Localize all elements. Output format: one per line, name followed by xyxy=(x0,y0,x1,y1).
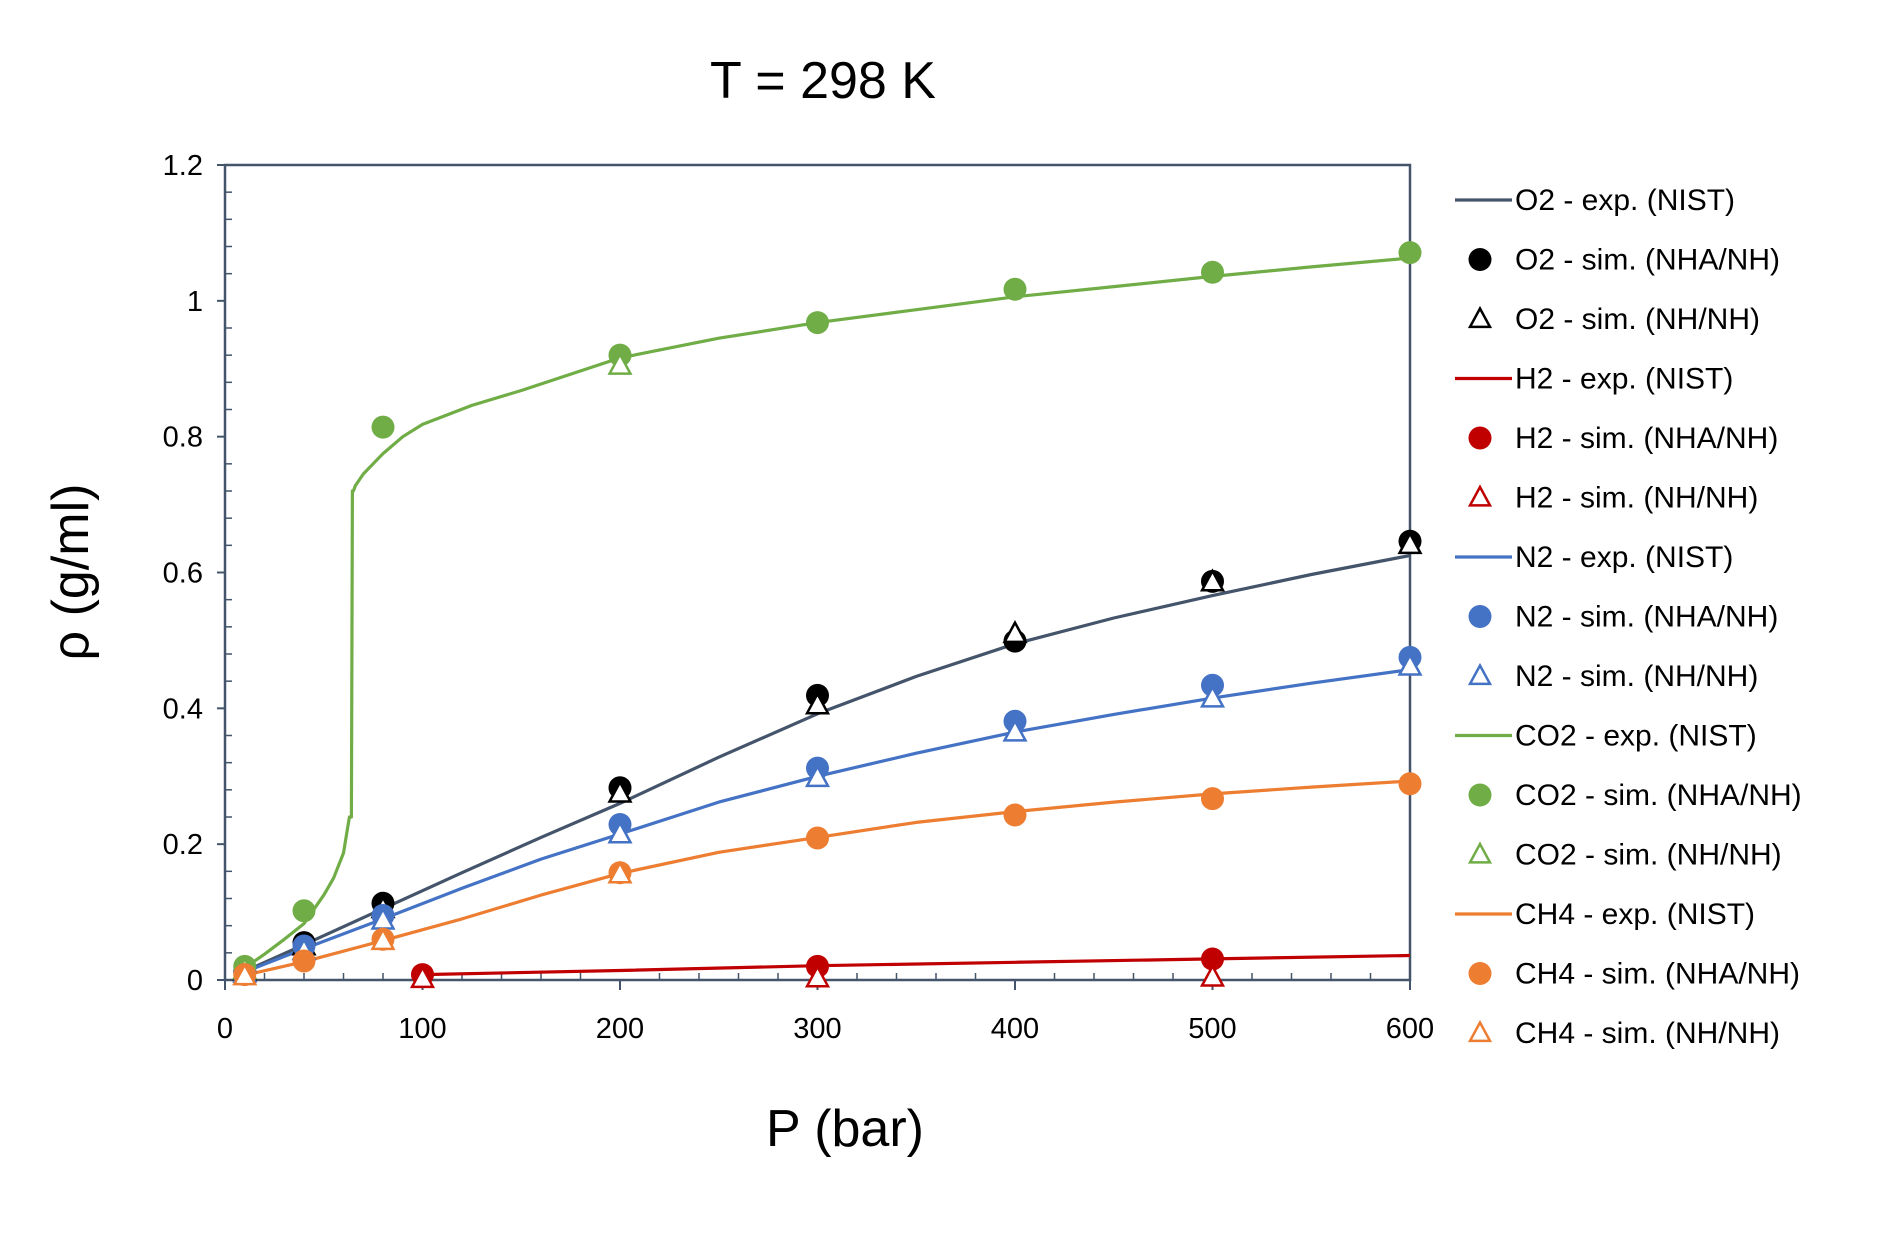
data-point-co2-nha xyxy=(1201,260,1224,284)
data-point-o2-nh xyxy=(1397,531,1423,555)
legend-swatch-circle xyxy=(1468,783,1492,807)
data-point-n2-nh xyxy=(607,820,633,844)
series-line-h2 xyxy=(422,953,1411,977)
data-point-co2-nha xyxy=(292,899,316,923)
legend-label: H2 - sim. (NHA/NH) xyxy=(1515,422,1778,455)
legend-label: CH4 - sim. (NH/NH) xyxy=(1515,1017,1780,1050)
chart-title: T = 298 K xyxy=(710,52,936,110)
data-point-ch4-nha xyxy=(1398,772,1422,796)
data-point-ch4-nh xyxy=(607,860,633,884)
x-tick-label: 300 xyxy=(793,1013,841,1045)
data-point-ch4-nha xyxy=(1201,787,1224,811)
data-point-co2-nha xyxy=(371,415,395,439)
legend-label: CO2 - exp. (NIST) xyxy=(1515,720,1757,753)
data-point-co2-nha xyxy=(806,311,829,335)
x-tick-label: 600 xyxy=(1386,1013,1434,1045)
y-tick-label: 0.6 xyxy=(163,558,203,590)
y-axis-title: ρ (g/ml) xyxy=(42,484,100,661)
legend-label: N2 - sim. (NH/NH) xyxy=(1515,660,1758,693)
legend-swatch-triangle xyxy=(1467,484,1493,507)
data-point-h2-nh xyxy=(409,965,436,989)
legend: O2 - exp. (NIST) O2 - sim. (NHA/NH) O2 - s… xyxy=(1455,184,1802,1050)
data-point-n2-nh xyxy=(1397,652,1423,676)
series-layer xyxy=(232,241,1423,989)
data-point-o2-nh xyxy=(1002,620,1028,644)
data-point-ch4-nh xyxy=(232,962,258,986)
legend-swatch-triangle xyxy=(1467,305,1493,329)
series-line-ch4 xyxy=(244,779,1411,977)
data-point-h2-nha xyxy=(1201,947,1224,971)
data-point-n2-nh xyxy=(804,763,831,788)
legend-swatch-circle xyxy=(1468,426,1492,450)
legend-label: O2 - sim. (NHA/NH) xyxy=(1515,244,1780,277)
data-point-ch4-nh xyxy=(370,926,396,951)
legend-swatch-circle xyxy=(1468,962,1492,985)
x-tick-label: 100 xyxy=(398,1013,446,1045)
legend-swatch-circle xyxy=(1468,248,1492,271)
data-point-co2-nha xyxy=(1003,277,1027,301)
x-tick-label: 200 xyxy=(596,1013,644,1045)
legend-label: CH4 - exp. (NIST) xyxy=(1515,898,1755,931)
legend-label: N2 - exp. (NIST) xyxy=(1515,541,1733,574)
data-point-o2-nh xyxy=(1199,568,1226,592)
data-point-ch4-nha xyxy=(292,949,316,973)
y-axis: 0 0.2 0.4 0.6 0.8 1 1.2 xyxy=(163,150,232,997)
data-point-o2-nh xyxy=(804,691,831,715)
series-line-co2 xyxy=(243,256,1411,970)
legend-label: H2 - exp. (NIST) xyxy=(1515,363,1733,396)
data-point-n2-nh xyxy=(1002,718,1028,742)
y-tick-label: 0 xyxy=(187,965,203,997)
legend-label: N2 - sim. (NHA/NH) xyxy=(1515,601,1778,634)
x-axis-title: P (bar) xyxy=(766,1100,924,1158)
data-point-h2-nh xyxy=(1199,963,1226,987)
data-point-ch4-nha xyxy=(806,826,829,850)
series-line-n2 xyxy=(244,668,1411,974)
legend-label: CH4 - sim. (NHA/NH) xyxy=(1515,958,1800,991)
x-tick-label: 400 xyxy=(991,1013,1039,1045)
legend-label: CO2 - sim. (NHA/NH) xyxy=(1515,779,1802,812)
legend-label: CO2 - sim. (NH/NH) xyxy=(1515,839,1782,872)
plot-area-frame xyxy=(223,163,1412,982)
legend-label: O2 - sim. (NH/NH) xyxy=(1515,303,1760,336)
x-axis: 0 100 200 300 400 500 600 xyxy=(217,973,1434,1045)
data-point-co2-nh xyxy=(607,351,633,375)
legend-label: O2 - exp. (NIST) xyxy=(1515,184,1735,217)
data-point-n2-nh xyxy=(1199,684,1226,708)
y-tick-label: 1.2 xyxy=(163,150,203,182)
x-tick-label: 0 xyxy=(217,1013,233,1045)
data-point-ch4-nha xyxy=(1003,803,1027,827)
legend-label: H2 - sim. (NH/NH) xyxy=(1515,482,1758,515)
legend-swatch-triangle xyxy=(1467,841,1493,864)
y-tick-label: 1 xyxy=(187,286,203,318)
data-point-co2-nha xyxy=(1398,241,1422,265)
y-tick-label: 0.4 xyxy=(163,693,203,725)
data-point-o2-nh xyxy=(607,779,633,803)
y-tick-label: 0.2 xyxy=(163,829,203,861)
data-point-h2-nh xyxy=(804,964,831,988)
legend-swatch-triangle xyxy=(1467,662,1493,686)
y-tick-label: 0.8 xyxy=(163,422,203,454)
legend-swatch-triangle xyxy=(1467,1019,1493,1043)
x-tick-label: 500 xyxy=(1188,1013,1236,1045)
series-line-o2 xyxy=(244,553,1411,973)
legend-swatch-circle xyxy=(1468,605,1492,628)
